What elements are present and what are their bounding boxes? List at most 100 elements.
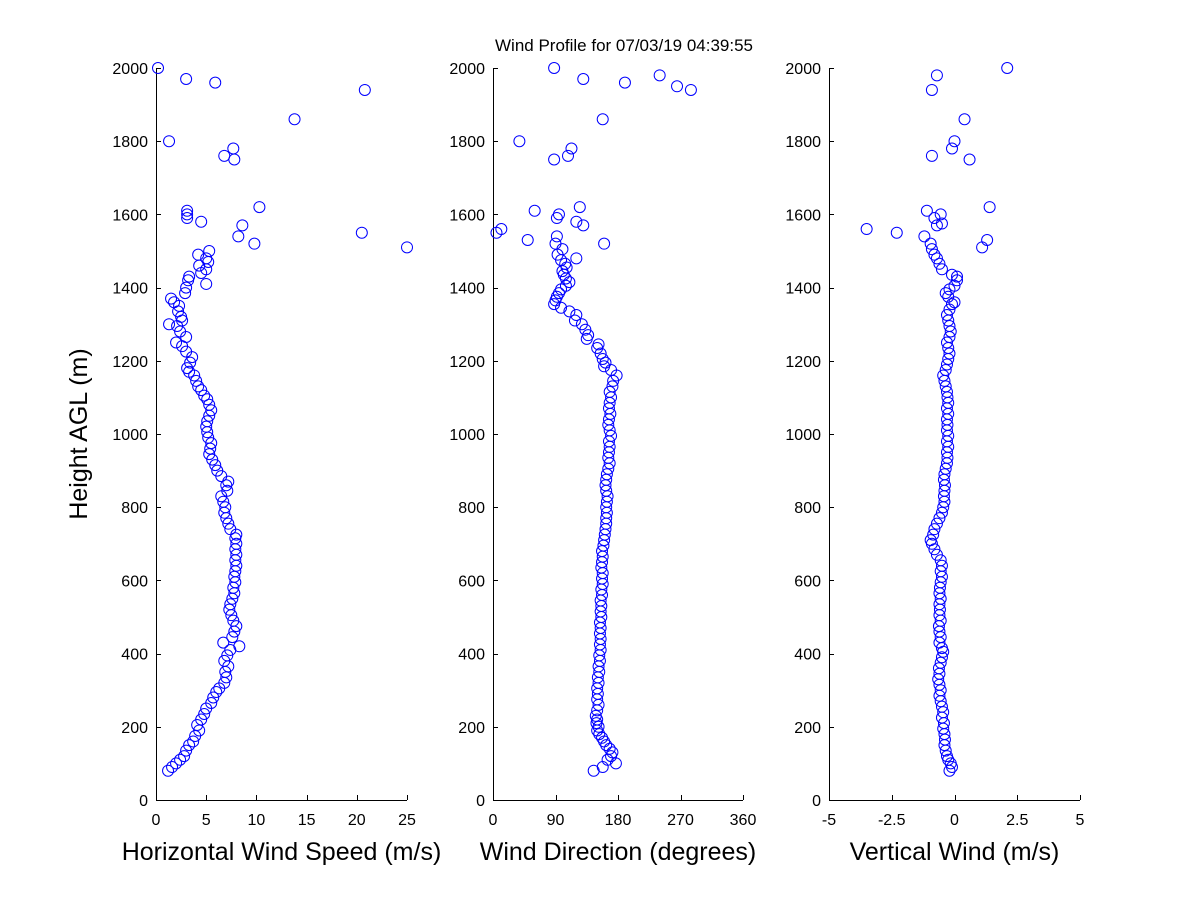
data-point xyxy=(943,347,956,360)
x-axis-label: Horizontal Wind Speed (m/s) xyxy=(122,838,442,866)
data-point xyxy=(170,757,183,770)
y-tick-label: 400 xyxy=(794,647,821,664)
data-point xyxy=(180,281,193,294)
data-point xyxy=(570,309,583,322)
data-point xyxy=(224,598,237,611)
data-point xyxy=(981,234,994,247)
data-point xyxy=(935,559,948,572)
data-point xyxy=(928,212,941,225)
data-point xyxy=(600,468,613,481)
data-point xyxy=(943,764,956,777)
y-tick-label: 2000 xyxy=(449,61,485,78)
data-point xyxy=(958,113,971,126)
data-point xyxy=(203,245,216,257)
y-tick-label: 200 xyxy=(121,720,148,737)
data-point xyxy=(925,83,938,96)
data-point xyxy=(236,219,249,232)
data-point xyxy=(219,501,232,514)
y-tick-label: 600 xyxy=(121,573,148,590)
data-point xyxy=(577,219,590,232)
data-point xyxy=(217,636,230,649)
data-point xyxy=(227,614,240,627)
data-point xyxy=(582,329,595,342)
data-point xyxy=(860,223,873,236)
data-point xyxy=(549,237,562,250)
data-point xyxy=(940,750,953,763)
data-point xyxy=(401,241,413,254)
y-tick-label: 1800 xyxy=(112,134,148,151)
data-point xyxy=(195,384,208,397)
data-point xyxy=(198,707,211,720)
data-point xyxy=(925,243,938,256)
data-point xyxy=(181,362,194,375)
data-point xyxy=(198,389,211,402)
data-point xyxy=(179,287,192,300)
data-point xyxy=(938,468,951,481)
data-point xyxy=(548,62,561,74)
data-point xyxy=(933,512,946,525)
data-point xyxy=(224,523,237,536)
data-point xyxy=(589,709,602,722)
data-point xyxy=(205,404,218,417)
data-point xyxy=(943,320,956,333)
data-point xyxy=(184,356,197,369)
data-point xyxy=(920,204,933,217)
data-point xyxy=(935,700,948,713)
data-point xyxy=(937,369,950,382)
data-point xyxy=(163,318,176,331)
y-tick-label: 600 xyxy=(458,573,485,590)
data-point xyxy=(563,305,576,318)
y-tick-label: 1200 xyxy=(785,354,821,371)
data-point xyxy=(288,113,301,126)
data-point xyxy=(205,437,218,450)
data-point xyxy=(495,223,508,236)
data-point xyxy=(918,230,931,243)
data-point xyxy=(192,248,205,261)
data-point xyxy=(590,717,603,730)
panel-speed: 0 200 400 600 800 1000 1200 1400 1600 1800 2000 0 5 1… xyxy=(65,61,441,866)
data-point xyxy=(230,620,243,633)
data-point xyxy=(934,684,947,697)
panel-direction: 0 200 400 600 800 1000 1200 1400 1600 1800 2000 0 90… xyxy=(449,61,756,866)
data-point xyxy=(550,230,563,243)
data-point xyxy=(490,226,503,239)
y-tick-label: 1600 xyxy=(449,207,485,224)
data-point xyxy=(592,338,605,351)
data-point xyxy=(963,153,976,166)
data-point xyxy=(653,69,666,82)
data-point xyxy=(577,72,590,85)
x-tick-label: 0 xyxy=(489,812,498,829)
y-axis-label: Height AGL (m) xyxy=(65,348,93,519)
data-point xyxy=(190,374,203,387)
y-tick-label: 2000 xyxy=(112,61,148,78)
y-tick-label: 800 xyxy=(458,500,485,517)
data-point xyxy=(944,757,957,770)
data-point xyxy=(181,208,194,221)
data-point xyxy=(200,252,213,265)
data-point xyxy=(552,208,565,221)
data-point xyxy=(203,398,216,411)
data-point xyxy=(178,750,191,763)
data-point xyxy=(548,153,561,166)
x-tick-label: -5 xyxy=(822,812,836,829)
data-point xyxy=(606,746,619,759)
data-point xyxy=(200,277,213,290)
x-tick-label: 0 xyxy=(950,812,959,829)
data-point xyxy=(927,528,940,541)
data-point xyxy=(934,656,947,669)
data-point xyxy=(890,226,903,239)
data-point xyxy=(935,506,948,519)
data-point xyxy=(195,215,208,228)
data-point xyxy=(163,135,176,148)
y-tick-label: 1400 xyxy=(785,281,821,298)
data-point xyxy=(187,735,200,748)
y-tick-label: 800 xyxy=(794,500,821,517)
y-tick-label: 1600 xyxy=(112,207,148,224)
data-point xyxy=(934,208,947,221)
data-point xyxy=(976,241,989,254)
data-point xyxy=(183,739,196,752)
data-point xyxy=(939,380,952,393)
data-point xyxy=(181,204,194,217)
data-point xyxy=(945,142,958,155)
data-point xyxy=(181,212,194,225)
